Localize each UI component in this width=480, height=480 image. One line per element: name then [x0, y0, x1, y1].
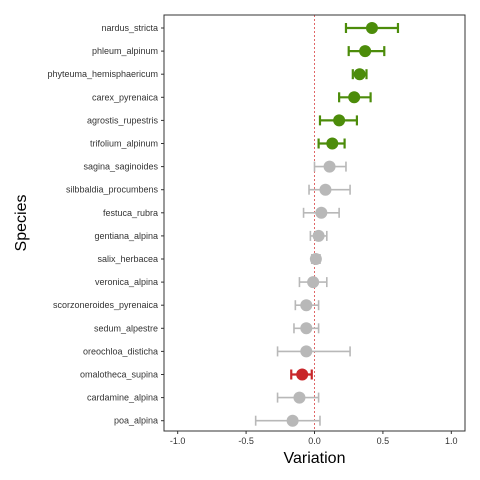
y-tick-label: nardus_stricta [101, 23, 158, 33]
y-tick-label: silbbaldia_procumbens [66, 185, 159, 195]
y-tick-label: carex_pyrenaica [92, 92, 158, 102]
y-tick-label: veronica_alpina [95, 277, 158, 287]
x-tick-label: 1.0 [445, 436, 458, 446]
x-axis-title: Variation [284, 450, 346, 467]
estimate-point [293, 391, 306, 404]
estimate-point [300, 345, 313, 358]
y-tick-label: agrostis_rupestris [87, 115, 159, 125]
y-axis-title: Species [13, 195, 30, 252]
y-tick-label: cardamine_alpina [87, 393, 158, 403]
estimate-point [326, 137, 339, 150]
y-tick-label: sagina_saginoides [83, 162, 158, 172]
x-tick-label: 0.0 [308, 436, 321, 446]
estimate-point [300, 322, 313, 335]
y-tick-label: scorzoneroides_pyrenaica [53, 300, 158, 310]
estimate-point [359, 45, 372, 58]
error-bars [254, 23, 400, 426]
y-tick-label: phyteuma_hemisphaericum [47, 69, 158, 79]
y-tick-label: trifolium_alpinum [90, 139, 158, 149]
estimate-point [307, 276, 320, 289]
estimate-point [315, 206, 328, 219]
estimate-point [309, 253, 322, 265]
estimate-point [286, 414, 299, 427]
y-tick-label: phleum_alpinum [92, 46, 158, 56]
x-axis: -1.0 -0.5 0.0 0.5 1.0 [170, 431, 458, 446]
y-tick-label: sedum_alpestre [94, 323, 158, 333]
y-axis: nardus_stricta phleum_alpinum phyteuma_hem… [47, 23, 164, 426]
estimate-point [323, 160, 336, 173]
estimate-point [365, 22, 378, 34]
estimate-point [300, 299, 313, 312]
x-tick-label: 0.5 [377, 436, 390, 446]
y-tick-label: omalotheca_supina [80, 370, 158, 380]
y-tick-label: oreochloa_disticha [83, 346, 158, 356]
estimate-points [286, 22, 378, 427]
estimate-point [333, 114, 346, 127]
estimate-point [319, 183, 332, 196]
estimate-point [296, 368, 309, 381]
y-tick-label: poa_alpina [114, 416, 158, 426]
x-tick-label: -1.0 [170, 436, 186, 446]
x-tick-label: -0.5 [238, 436, 254, 446]
y-tick-label: salix_herbacea [97, 254, 158, 264]
estimate-point [312, 229, 325, 242]
y-tick-label: festuca_rubra [103, 208, 158, 218]
estimate-point [348, 91, 361, 104]
y-tick-label: gentiana_alpina [94, 231, 158, 241]
estimate-point [353, 68, 366, 81]
